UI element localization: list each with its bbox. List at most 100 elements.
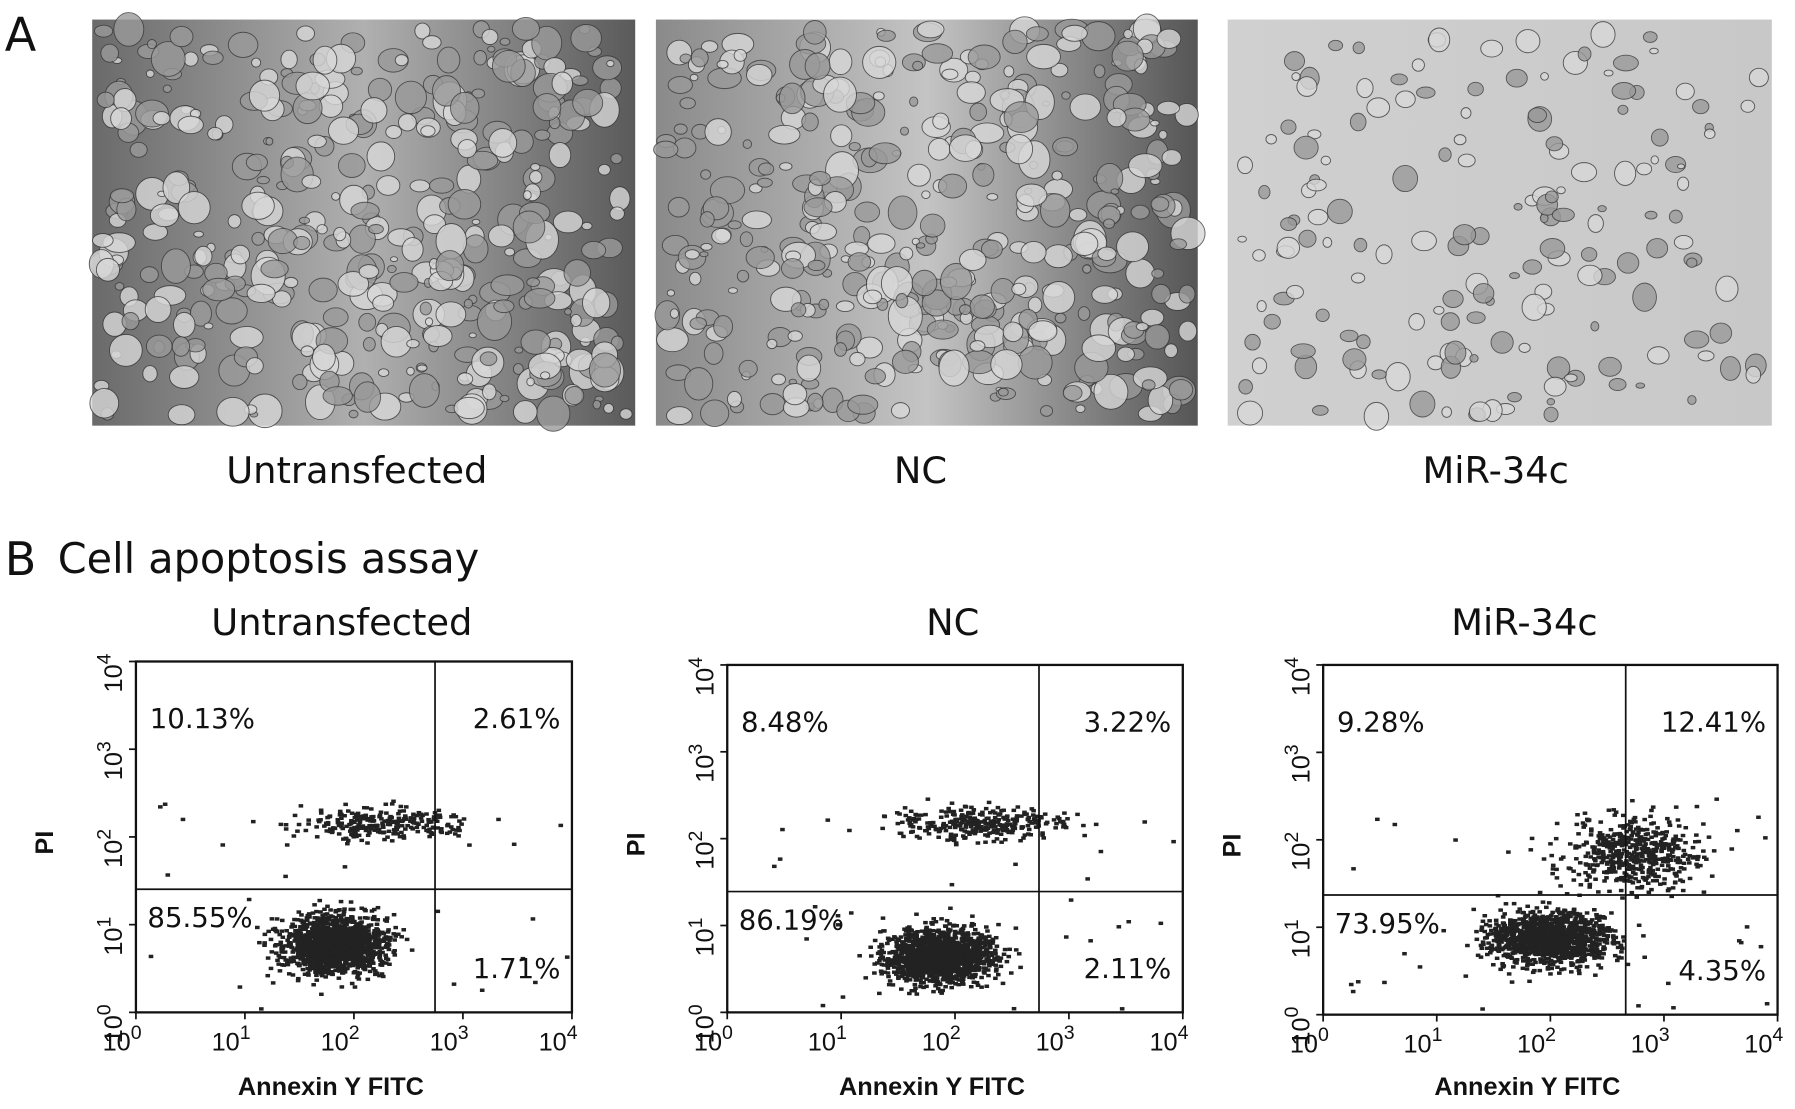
- tick-exponent: 4: [1178, 1022, 1189, 1044]
- event-dot: [297, 928, 302, 933]
- event-dot: [972, 831, 978, 836]
- event-dot: [339, 932, 344, 936]
- event-dot: [370, 951, 375, 956]
- event-dot: [350, 920, 355, 924]
- event-dot: [304, 918, 310, 922]
- cell: [779, 162, 793, 171]
- event-dot: [533, 980, 538, 985]
- event-dot: [1541, 958, 1546, 963]
- plot-title: NC: [926, 601, 979, 644]
- event-dot: [991, 819, 997, 823]
- event-dot: [902, 955, 908, 960]
- event-dot: [318, 920, 323, 925]
- event-dot: [964, 814, 969, 819]
- event-dot: [344, 922, 349, 927]
- event-dot: [952, 825, 958, 830]
- cell: [1174, 102, 1199, 127]
- cell: [450, 91, 480, 124]
- event-dot: [461, 817, 467, 821]
- event-dot: [322, 942, 328, 947]
- event-dot: [1126, 919, 1132, 924]
- event-dot: [277, 932, 283, 937]
- cell: [466, 150, 499, 171]
- cell: [531, 25, 563, 61]
- event-dot: [992, 811, 998, 815]
- event-dot: [1013, 822, 1018, 826]
- cell: [834, 342, 847, 357]
- event-dot: [391, 832, 396, 836]
- cell: [376, 175, 401, 196]
- cell: [473, 50, 488, 66]
- event-dot: [1019, 814, 1024, 818]
- event-dot: [362, 932, 368, 936]
- event-dot: [857, 954, 862, 958]
- event-dot: [872, 938, 878, 943]
- event-dot: [880, 955, 886, 959]
- event-dot: [917, 972, 923, 977]
- tick-base: 10: [100, 752, 128, 780]
- event-dot: [262, 932, 268, 937]
- cell: [394, 54, 409, 67]
- quadrant-percent: 2.11%: [1084, 952, 1172, 985]
- cell: [887, 195, 918, 230]
- event-dot: [923, 965, 928, 970]
- event-dot: [936, 958, 942, 962]
- event-dot: [283, 827, 289, 831]
- event-dot: [318, 818, 323, 822]
- event-dot: [342, 865, 348, 869]
- event-dot: [987, 831, 992, 835]
- cell: [1395, 90, 1416, 109]
- event-dot: [944, 933, 950, 937]
- event-dot: [923, 960, 928, 965]
- cell: [1467, 81, 1484, 97]
- cell: [1178, 320, 1198, 342]
- cell: [1151, 283, 1171, 304]
- event-dot: [877, 945, 882, 949]
- event-dot: [319, 967, 324, 972]
- cell: [856, 336, 883, 359]
- event-dot: [270, 927, 276, 932]
- tick-label: 101: [94, 917, 129, 956]
- event-dot: [1539, 915, 1545, 920]
- event-dot: [1512, 948, 1518, 953]
- event-dot: [1000, 827, 1005, 831]
- event-dot: [451, 982, 457, 986]
- event-dot: [373, 951, 379, 955]
- event-dot: [1119, 1007, 1125, 1011]
- cell: [1252, 249, 1266, 262]
- cell: [1527, 107, 1547, 123]
- cell: [956, 81, 986, 104]
- event-dot: [339, 821, 345, 825]
- event-dot: [900, 943, 906, 947]
- event-dot: [1557, 912, 1563, 916]
- event-dot: [932, 958, 938, 962]
- event-dot: [983, 833, 988, 837]
- tick-base: 10: [1036, 1028, 1064, 1056]
- cell: [1276, 236, 1300, 259]
- event-dot: [910, 825, 916, 829]
- cell: [229, 326, 264, 349]
- event-dot: [972, 927, 978, 932]
- event-dot: [380, 950, 385, 955]
- event-dot: [283, 874, 288, 879]
- event-dot: [374, 927, 379, 931]
- event-dot: [990, 824, 996, 829]
- event-dot: [424, 823, 430, 828]
- event-dot: [1022, 833, 1028, 837]
- cell: [177, 115, 204, 135]
- event-dot: [951, 835, 957, 840]
- event-dot: [948, 835, 954, 839]
- cell: [1612, 54, 1639, 72]
- event-dot: [394, 819, 400, 824]
- event-dot: [1005, 818, 1011, 823]
- event-dot: [982, 971, 987, 975]
- event-dot: [259, 1007, 264, 1011]
- event-dot: [912, 974, 918, 979]
- event-dot: [999, 840, 1004, 844]
- event-dot: [904, 951, 910, 955]
- tick-label: 104: [685, 657, 720, 696]
- cell: [582, 287, 611, 319]
- cell: [1452, 224, 1477, 246]
- cell: [493, 299, 515, 314]
- event-dot: [946, 806, 951, 811]
